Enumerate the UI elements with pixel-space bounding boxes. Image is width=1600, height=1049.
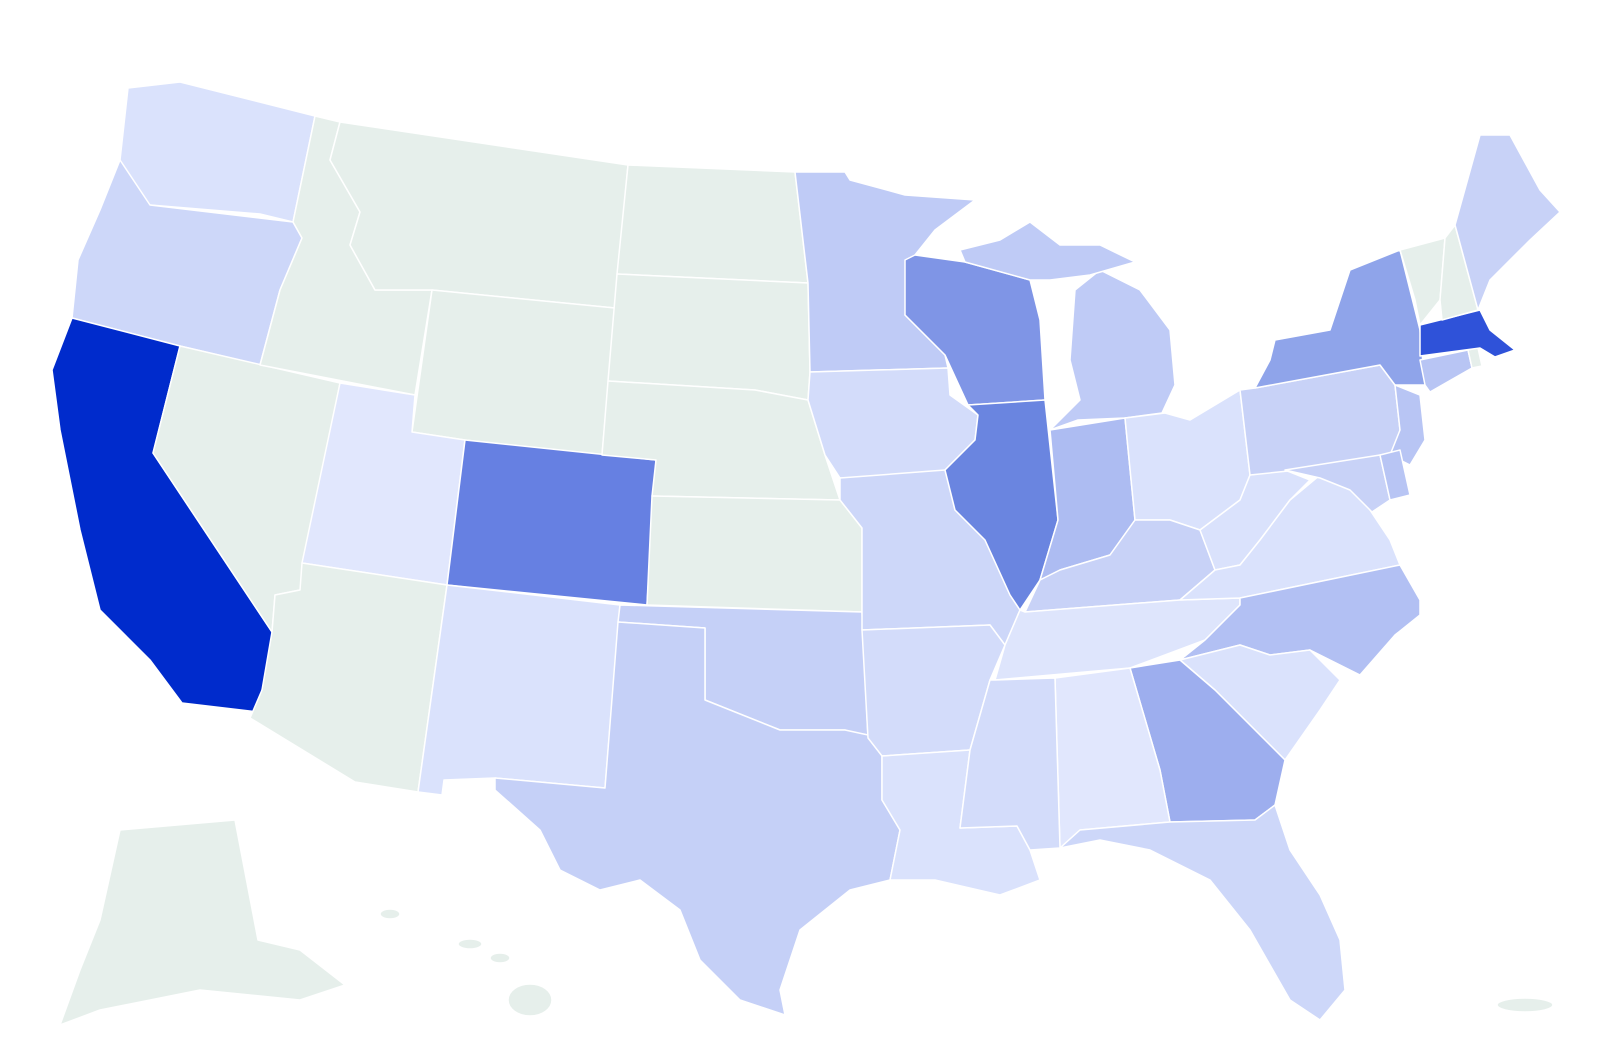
- state-shape-me[interactable]: [1454, 134, 1561, 311]
- state-vt[interactable]: [1399, 237, 1446, 326]
- state-shape-mi[interactable]: [959, 221, 1136, 281]
- state-wi[interactable]: [904, 254, 1046, 406]
- state-shape-sd[interactable]: [607, 273, 811, 401]
- state-shape-hi[interactable]: [489, 952, 511, 964]
- state-shape-nj[interactable]: [1389, 384, 1426, 466]
- state-tx[interactable]: [494, 621, 901, 1016]
- state-ny[interactable]: [1254, 249, 1426, 389]
- state-shape-ny[interactable]: [1254, 249, 1426, 389]
- state-shape-nm[interactable]: [417, 584, 621, 796]
- state-nj[interactable]: [1389, 384, 1426, 466]
- state-shape-ct[interactable]: [1419, 349, 1473, 393]
- state-me[interactable]: [1454, 134, 1561, 311]
- state-shape-de[interactable]: [1379, 449, 1411, 501]
- state-shape-mt[interactable]: [329, 121, 629, 309]
- state-ks[interactable]: [646, 495, 863, 613]
- state-mt[interactable]: [329, 121, 629, 309]
- state-shape-wy[interactable]: [411, 289, 616, 456]
- state-shape-wi[interactable]: [904, 254, 1046, 406]
- state-wy[interactable]: [411, 289, 616, 456]
- state-shape-ma[interactable]: [1419, 309, 1516, 358]
- state-pr[interactable]: [1496, 997, 1554, 1013]
- state-shape-ks[interactable]: [646, 495, 863, 613]
- state-shape-ms[interactable]: [959, 677, 1061, 851]
- state-ma[interactable]: [1419, 309, 1516, 358]
- state-fl[interactable]: [1059, 804, 1346, 1021]
- state-nh[interactable]: [1439, 224, 1479, 321]
- state-nm[interactable]: [417, 584, 621, 796]
- state-shape-mi[interactable]: [1049, 269, 1176, 431]
- state-az[interactable]: [249, 562, 448, 793]
- state-shape-co[interactable]: [446, 439, 657, 606]
- state-shape-nh[interactable]: [1439, 224, 1479, 321]
- state-de[interactable]: [1379, 449, 1411, 501]
- state-ct[interactable]: [1419, 349, 1473, 393]
- state-shape-hi[interactable]: [457, 938, 483, 950]
- state-shape-vt[interactable]: [1399, 237, 1446, 326]
- state-shape-hi[interactable]: [379, 908, 401, 920]
- state-mi[interactable]: [959, 221, 1176, 431]
- state-shape-fl[interactable]: [1059, 804, 1346, 1021]
- state-hi[interactable]: [379, 908, 553, 1017]
- state-nd[interactable]: [616, 164, 809, 284]
- state-shape-tx[interactable]: [494, 621, 901, 1016]
- state-shape-ak[interactable]: [59, 819, 346, 1026]
- state-sd[interactable]: [607, 273, 811, 401]
- state-ms[interactable]: [959, 677, 1061, 851]
- state-shape-az[interactable]: [249, 562, 448, 793]
- state-ak[interactable]: [59, 819, 346, 1026]
- state-shape-pr[interactable]: [1496, 997, 1554, 1013]
- state-shape-wa[interactable]: [119, 81, 316, 223]
- state-wa[interactable]: [119, 81, 316, 223]
- state-shape-hi[interactable]: [507, 983, 553, 1017]
- state-shape-nd[interactable]: [616, 164, 809, 284]
- state-co[interactable]: [446, 439, 657, 606]
